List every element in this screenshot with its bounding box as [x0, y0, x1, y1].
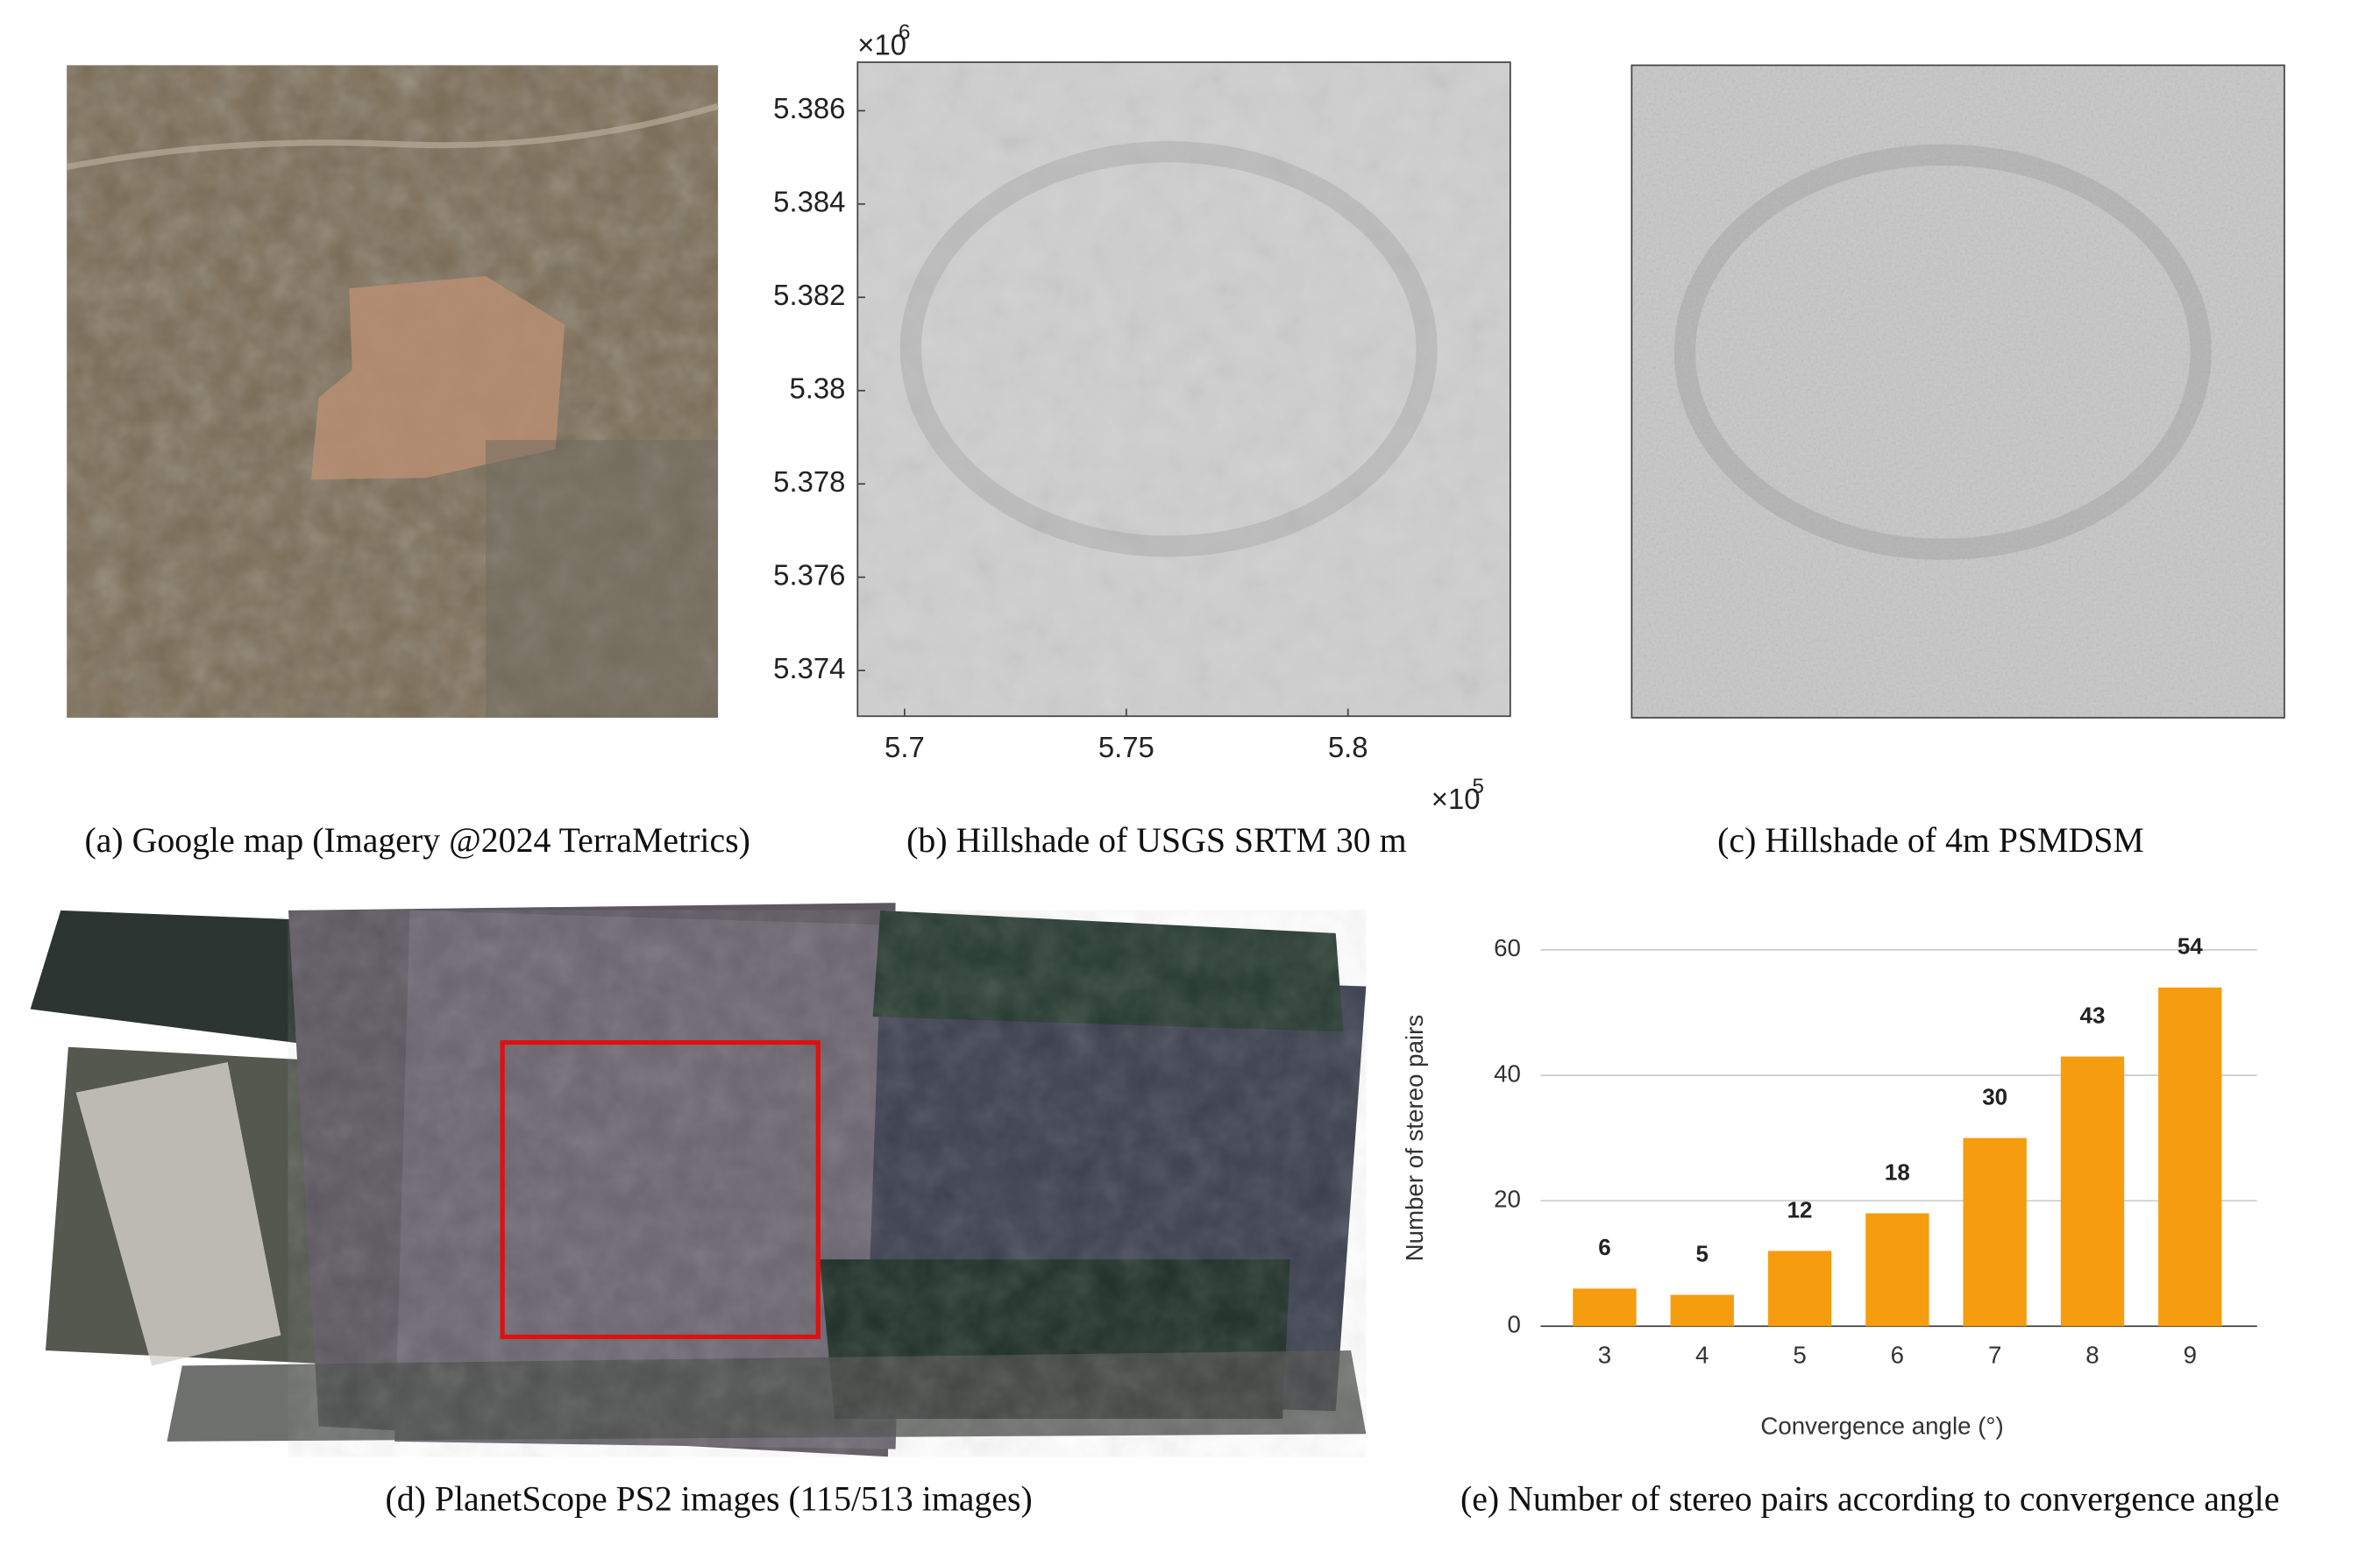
bar [1573, 1288, 1637, 1327]
value-label: 5 [1696, 1240, 1709, 1266]
satellite-image [66, 65, 719, 718]
y-tick-label: 5.376 [773, 558, 845, 591]
bar [2158, 987, 2222, 1327]
bar [1670, 1294, 1734, 1327]
hillshade-srtm [856, 61, 1511, 718]
x-tick-label: 5.75 [1098, 731, 1154, 763]
x-multiplier: ×10 [1432, 783, 1481, 815]
y-tick-label: 0 [1508, 1311, 1521, 1338]
y-tick-label: 20 [1494, 1185, 1521, 1212]
value-label: 54 [2178, 933, 2203, 960]
hillshade-psmdsm [1630, 64, 2285, 719]
x-axis-label: Convergence angle (°) [1760, 1413, 2003, 1440]
value-label: 6 [1598, 1234, 1610, 1260]
y-tick-label: 40 [1494, 1060, 1521, 1087]
caption: (c) Hillshade of 4m PSMDSM [1717, 821, 2144, 860]
bar [1963, 1137, 2027, 1327]
image-mosaic [30, 903, 1367, 1457]
x-tick-label: 5 [1793, 1341, 1806, 1368]
x-tick-label: 4 [1695, 1341, 1709, 1368]
x-tick-label: 6 [1891, 1341, 1904, 1368]
x-exponent: 5 [1473, 775, 1484, 798]
x-tick-label: 5.8 [1328, 731, 1368, 763]
y-exponent: 6 [899, 20, 910, 44]
bar [1865, 1213, 1929, 1327]
y-tick-label: 5.386 [773, 92, 845, 124]
caption: (a) Google map (Imagery @2024 TerraMetri… [84, 821, 750, 860]
x-tick-label: 8 [2085, 1341, 2099, 1368]
y-axis-label: Number of stereo pairs [1401, 1015, 1428, 1262]
y-tick-label: 5.384 [773, 185, 845, 217]
x-tick-label: 3 [1598, 1341, 1611, 1368]
value-label: 43 [2080, 1002, 2106, 1028]
bar [2060, 1056, 2125, 1327]
x-tick-label: 7 [1988, 1341, 2001, 1368]
x-tick-label: 9 [2184, 1341, 2197, 1368]
y-tick-label: 5.38 [789, 372, 845, 404]
y-tick-label: 5.382 [773, 279, 845, 311]
caption: (d) PlanetScope PS2 images (115/513 imag… [385, 1479, 1032, 1518]
value-label: 12 [1787, 1196, 1813, 1223]
caption: (e) Number of stereo pairs according to … [1460, 1479, 2279, 1518]
value-label: 30 [1982, 1083, 2007, 1109]
bar [1767, 1251, 1832, 1327]
value-label: 18 [1885, 1159, 1910, 1185]
y-multiplier: ×10 [857, 28, 906, 60]
y-tick-label: 5.374 [773, 652, 845, 684]
y-tick-label: 5.378 [773, 465, 845, 498]
y-tick-label: 60 [1494, 934, 1521, 961]
x-tick-label: 5.7 [885, 731, 925, 763]
caption: (b) Hillshade of USGS SRTM 30 m [906, 821, 1407, 860]
